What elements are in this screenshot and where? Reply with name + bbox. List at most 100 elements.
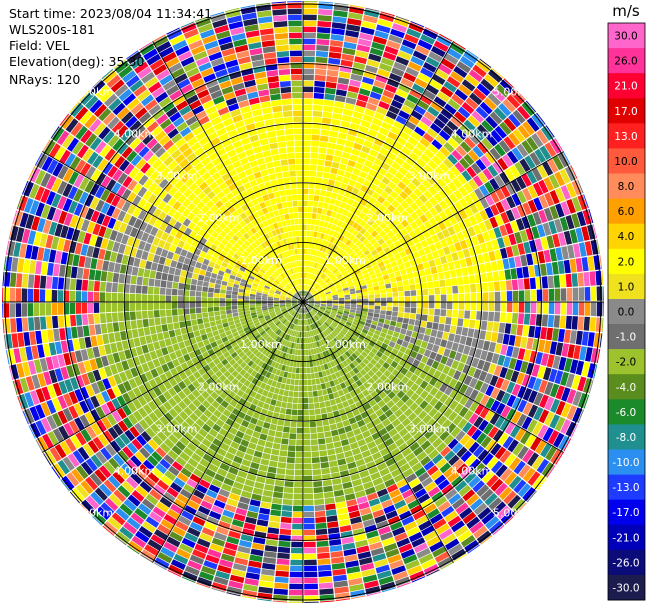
range-gate bbox=[168, 267, 176, 275]
range-gate bbox=[458, 293, 465, 302]
range-gate bbox=[299, 373, 303, 380]
range-gate bbox=[164, 338, 172, 347]
range-gate bbox=[309, 176, 316, 183]
range-gate bbox=[310, 146, 319, 153]
range-gate bbox=[483, 219, 493, 231]
range-gate bbox=[543, 177, 555, 192]
range-gate bbox=[511, 346, 520, 359]
range-gate bbox=[291, 324, 295, 330]
range-gate bbox=[415, 142, 427, 153]
range-gate bbox=[304, 260, 308, 267]
range-gate bbox=[478, 221, 487, 233]
range-gate bbox=[437, 415, 448, 426]
range-gate bbox=[314, 303, 321, 305]
range-gate bbox=[563, 329, 571, 343]
range-gate bbox=[315, 322, 319, 328]
range-gate bbox=[461, 102, 475, 114]
range-gate bbox=[392, 306, 399, 312]
range-gate bbox=[459, 434, 471, 446]
range-gate bbox=[447, 261, 455, 271]
range-gate bbox=[355, 286, 361, 291]
range-gate bbox=[335, 316, 341, 321]
range-gate bbox=[314, 299, 321, 301]
range-gate bbox=[34, 275, 41, 289]
range-gate bbox=[339, 362, 346, 369]
range-gate bbox=[336, 264, 343, 270]
range-gate bbox=[339, 302, 345, 304]
range-gate bbox=[508, 257, 516, 269]
range-gate bbox=[294, 355, 298, 362]
range-gate bbox=[328, 136, 338, 144]
range-gate bbox=[303, 373, 308, 380]
range-gate bbox=[525, 362, 535, 375]
range-gate bbox=[197, 274, 205, 281]
range-gate bbox=[571, 273, 578, 287]
range-gate bbox=[546, 235, 555, 249]
range-gate bbox=[518, 302, 525, 313]
range-gate bbox=[297, 355, 301, 362]
range-gate bbox=[420, 94, 433, 106]
range-gate bbox=[296, 313, 299, 319]
range-gate bbox=[344, 308, 350, 312]
range-gate bbox=[423, 349, 432, 358]
range-gate bbox=[177, 296, 184, 302]
range-gate bbox=[355, 490, 366, 499]
range-gate bbox=[500, 405, 511, 418]
range-gate bbox=[307, 218, 312, 225]
range-gate bbox=[292, 349, 296, 355]
range-gate bbox=[335, 144, 345, 152]
range-gate bbox=[446, 294, 453, 302]
range-gate bbox=[306, 230, 311, 237]
range-gate bbox=[323, 275, 328, 281]
range-gate bbox=[583, 194, 589, 209]
range-gate bbox=[341, 338, 348, 344]
range-gate bbox=[324, 261, 329, 267]
range-gate bbox=[551, 261, 559, 275]
range-gate bbox=[533, 406, 544, 421]
range-gate bbox=[325, 381, 331, 389]
range-gate bbox=[292, 367, 297, 373]
range-gate bbox=[315, 269, 319, 276]
range-gate bbox=[366, 385, 375, 394]
range-gate bbox=[365, 354, 373, 362]
range-gate bbox=[282, 499, 293, 506]
range-gate bbox=[479, 197, 490, 209]
range-gate bbox=[352, 229, 359, 237]
range-gate bbox=[294, 475, 303, 482]
range-gate bbox=[317, 288, 323, 293]
range-gate bbox=[407, 412, 418, 422]
range-gate bbox=[394, 171, 404, 181]
range-gate bbox=[348, 417, 357, 425]
range-gate bbox=[479, 330, 487, 340]
range-gate bbox=[508, 132, 521, 146]
range-gate bbox=[267, 466, 277, 474]
range-gate bbox=[286, 334, 291, 341]
range-gate bbox=[457, 276, 464, 285]
range-gate bbox=[171, 295, 178, 302]
range-gate bbox=[395, 231, 403, 240]
range-gate bbox=[444, 324, 451, 333]
range-gate bbox=[316, 341, 320, 347]
range-gate bbox=[243, 522, 256, 531]
range-gate bbox=[329, 367, 335, 375]
range-gate bbox=[308, 200, 314, 207]
range-gate bbox=[349, 312, 356, 316]
range-gate bbox=[483, 97, 497, 111]
range-gate bbox=[374, 209, 383, 217]
range-gate bbox=[339, 278, 346, 283]
range-gate bbox=[240, 534, 254, 542]
range-gate bbox=[303, 427, 310, 434]
range-gate bbox=[459, 258, 467, 268]
range-gate bbox=[451, 317, 458, 326]
range-gate bbox=[320, 298, 327, 300]
range-gate bbox=[312, 316, 317, 322]
range-gate bbox=[306, 306, 310, 312]
range-gate bbox=[17, 258, 25, 273]
range-gate bbox=[353, 428, 362, 436]
range-gate bbox=[312, 469, 322, 476]
range-gate bbox=[216, 526, 229, 536]
range-gate bbox=[577, 376, 587, 392]
range-gate bbox=[427, 106, 440, 117]
range-gate bbox=[245, 572, 260, 580]
range-gate bbox=[301, 338, 303, 344]
